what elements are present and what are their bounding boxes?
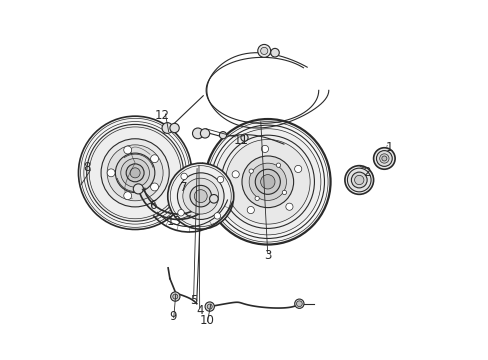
Text: 9: 9 [169, 310, 177, 324]
Circle shape [282, 190, 286, 195]
Circle shape [294, 165, 301, 172]
Text: 4: 4 [196, 305, 203, 318]
Circle shape [150, 155, 158, 163]
Circle shape [242, 156, 293, 208]
Circle shape [225, 139, 309, 224]
Circle shape [214, 129, 320, 235]
Circle shape [296, 301, 302, 307]
Circle shape [207, 304, 212, 309]
Text: 1: 1 [385, 141, 393, 154]
Circle shape [123, 192, 131, 200]
Circle shape [209, 194, 218, 203]
Circle shape [254, 196, 259, 201]
Circle shape [115, 153, 155, 193]
Circle shape [241, 134, 247, 141]
Circle shape [255, 169, 280, 194]
Circle shape [123, 146, 131, 154]
Circle shape [86, 125, 183, 221]
Circle shape [101, 139, 169, 207]
Circle shape [172, 294, 178, 299]
Circle shape [126, 164, 144, 182]
Circle shape [294, 299, 304, 309]
Circle shape [217, 176, 224, 183]
Circle shape [351, 172, 366, 188]
Circle shape [178, 210, 184, 216]
Circle shape [190, 185, 211, 207]
Circle shape [276, 163, 280, 167]
Text: 12: 12 [154, 109, 169, 122]
Circle shape [192, 128, 203, 139]
Text: 11: 11 [233, 134, 248, 147]
Circle shape [170, 292, 180, 301]
Circle shape [181, 173, 187, 180]
Circle shape [285, 203, 292, 210]
Circle shape [121, 158, 149, 187]
Circle shape [177, 173, 224, 220]
Circle shape [204, 119, 330, 244]
Circle shape [162, 123, 172, 134]
Circle shape [249, 163, 286, 201]
Text: 8: 8 [83, 161, 90, 174]
Circle shape [107, 169, 115, 177]
Circle shape [194, 190, 207, 203]
Circle shape [167, 163, 233, 229]
Circle shape [78, 116, 191, 229]
Circle shape [248, 169, 253, 173]
Circle shape [260, 175, 274, 189]
Text: 10: 10 [199, 314, 214, 327]
Circle shape [261, 145, 268, 153]
Text: 2: 2 [362, 166, 369, 179]
Text: 3: 3 [264, 249, 271, 262]
Circle shape [247, 207, 254, 213]
Circle shape [379, 154, 388, 163]
Text: 5: 5 [189, 294, 197, 307]
Circle shape [232, 171, 239, 178]
Circle shape [200, 129, 209, 138]
Text: 13: 13 [167, 215, 182, 228]
Circle shape [344, 166, 373, 194]
Circle shape [169, 123, 179, 133]
Circle shape [270, 48, 279, 57]
Circle shape [183, 178, 218, 214]
Circle shape [260, 47, 267, 54]
Circle shape [107, 145, 163, 201]
Circle shape [204, 302, 214, 311]
Text: 7: 7 [180, 181, 187, 194]
Circle shape [376, 150, 391, 166]
Circle shape [257, 44, 270, 57]
Circle shape [346, 168, 370, 192]
Circle shape [219, 132, 226, 139]
Circle shape [133, 184, 143, 194]
Circle shape [130, 168, 140, 178]
Text: 6: 6 [149, 199, 157, 212]
Circle shape [150, 183, 158, 191]
Circle shape [373, 148, 394, 169]
Circle shape [381, 156, 386, 161]
Circle shape [214, 213, 220, 219]
Circle shape [354, 175, 363, 185]
